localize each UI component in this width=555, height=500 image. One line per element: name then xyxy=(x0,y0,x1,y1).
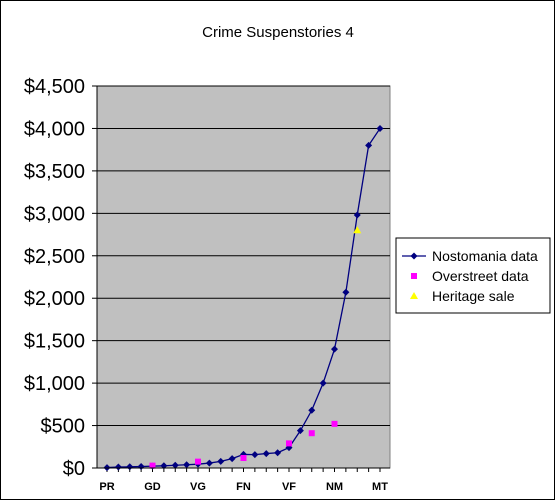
y-tick-label: $1,500 xyxy=(24,331,85,353)
x-tick-label: MT xyxy=(372,481,388,493)
data-point xyxy=(251,451,259,459)
y-tick-label: $4,000 xyxy=(24,118,85,140)
legend-label: Heritage sale xyxy=(432,288,515,304)
y-tick-label: $1,000 xyxy=(24,373,85,395)
data-point xyxy=(205,459,213,467)
legend-marker xyxy=(410,292,418,299)
data-point xyxy=(114,463,122,471)
data-point xyxy=(308,406,316,414)
data-point xyxy=(376,124,384,132)
chart-title: Crime Suspenstories 4 xyxy=(202,24,354,41)
legend-box xyxy=(395,237,551,314)
legend-marker xyxy=(410,252,418,260)
data-point xyxy=(262,450,270,458)
data-point xyxy=(319,379,327,387)
x-tick-label: FN xyxy=(236,481,251,493)
data-point xyxy=(331,345,338,353)
y-axis-ticks: $0 $500 $1,000 $1,500 $2,000 $2,500 $3,000 $3,5… xyxy=(24,76,97,480)
y-tick-label: $3,500 xyxy=(24,161,85,183)
data-point xyxy=(308,430,315,437)
x-tick-label: PR xyxy=(99,481,114,493)
x-tick-label: VG xyxy=(190,481,206,493)
legend-entry: Nostomania data xyxy=(402,248,538,264)
y-tick-label: $3,000 xyxy=(24,203,85,225)
data-point xyxy=(149,462,156,469)
series-layer xyxy=(103,124,384,472)
data-point xyxy=(183,461,191,469)
data-point xyxy=(353,211,361,219)
data-point xyxy=(228,455,236,463)
series-3 xyxy=(353,226,362,234)
x-tick-label: VF xyxy=(282,481,296,493)
y-tick-label: $0 xyxy=(63,458,85,480)
data-point xyxy=(240,454,247,461)
data-point xyxy=(274,449,282,457)
y-tick-label: $2,000 xyxy=(24,288,85,310)
data-point xyxy=(331,420,338,427)
data-point xyxy=(353,226,362,234)
data-point xyxy=(286,440,292,447)
data-point xyxy=(217,457,225,465)
y-tick-label: $500 xyxy=(41,416,86,438)
data-point xyxy=(296,427,304,435)
x-tick-label: NM xyxy=(326,481,343,493)
legend-entry: Overstreet data xyxy=(411,268,529,284)
gridlines xyxy=(97,85,390,427)
data-point xyxy=(195,458,201,465)
legend-entry: Heritage sale xyxy=(410,288,515,304)
data-point xyxy=(342,288,350,296)
series-2 xyxy=(149,420,338,469)
data-point xyxy=(126,463,134,471)
legend-label: Nostomania data xyxy=(432,248,538,264)
y-tick-label: $2,500 xyxy=(24,246,85,268)
legend: Nostomania data Overstreet data Heritage s… xyxy=(395,237,551,314)
legend-marker xyxy=(411,273,417,279)
data-point xyxy=(171,461,179,469)
x-axis-ticks: PR GD VG FN VF NM MT xyxy=(99,468,388,493)
series-1 xyxy=(103,124,384,472)
legend-label: Overstreet data xyxy=(432,268,529,284)
plot-area xyxy=(96,85,391,469)
data-point xyxy=(365,141,373,149)
y-tick-label: $4,500 xyxy=(24,76,85,98)
x-tick-label: GD xyxy=(144,481,161,493)
